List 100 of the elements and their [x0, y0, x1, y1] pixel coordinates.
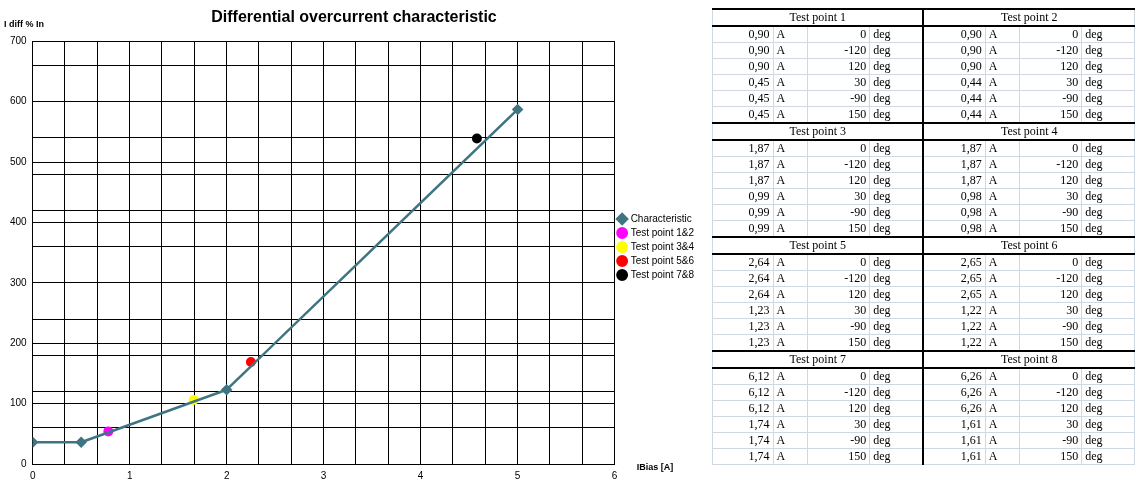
- text: -120: [807, 42, 870, 59]
- text: 0,99: [712, 204, 774, 221]
- text: -90: [1019, 90, 1082, 107]
- text: 30: [807, 302, 870, 319]
- text: 1,87: [923, 140, 986, 157]
- text: A: [985, 270, 1020, 287]
- text: deg: [869, 220, 924, 237]
- point: [471, 133, 482, 144]
- text: 30: [807, 74, 870, 91]
- text: deg: [1081, 106, 1135, 123]
- text: deg: [869, 74, 924, 91]
- text: deg: [1081, 140, 1135, 157]
- x-tick-label: 5: [514, 469, 521, 481]
- text: 0,98: [923, 204, 986, 221]
- y-tick-label: 100: [10, 397, 28, 409]
- text: Test point 5: [712, 237, 924, 254]
- text: A: [985, 318, 1020, 335]
- text: A: [773, 448, 807, 465]
- text: deg: [869, 286, 924, 303]
- x-tick-label: 2: [223, 469, 230, 481]
- text: 150: [807, 448, 870, 465]
- y-tick-label: 500: [10, 155, 28, 167]
- text: deg: [1081, 318, 1135, 335]
- text: A: [773, 26, 807, 43]
- text: deg: [1081, 448, 1135, 465]
- text: deg: [869, 416, 924, 433]
- text: deg: [1081, 220, 1135, 237]
- text: deg: [869, 448, 924, 465]
- text: 30: [807, 416, 870, 433]
- text: -90: [807, 432, 870, 449]
- text: A: [985, 416, 1020, 433]
- text: A: [773, 432, 807, 449]
- text: deg: [1081, 204, 1135, 221]
- text: 150: [807, 220, 870, 237]
- x-tick-label: 3: [320, 469, 327, 481]
- text: A: [773, 140, 807, 157]
- text: A: [773, 90, 807, 107]
- text: 1,22: [923, 302, 986, 319]
- text: 120: [1019, 400, 1082, 417]
- x-tick-label: 4: [417, 469, 424, 481]
- text: Test point 6: [923, 237, 1135, 254]
- text: deg: [869, 432, 924, 449]
- text: deg: [1081, 42, 1135, 59]
- text: deg: [1081, 270, 1135, 287]
- text: 1,87: [923, 172, 986, 189]
- text: A: [985, 42, 1020, 59]
- text: A: [773, 286, 807, 303]
- text: -90: [807, 90, 870, 107]
- text: 120: [807, 172, 870, 189]
- text: A: [773, 220, 807, 237]
- y-tick-label: 400: [10, 216, 28, 228]
- text: 0: [807, 26, 870, 43]
- text: 0,44: [923, 74, 986, 91]
- text: Test point 1: [712, 9, 924, 26]
- text: A: [985, 384, 1020, 401]
- text: 150: [807, 334, 870, 351]
- text: 6,12: [712, 384, 774, 401]
- text: A: [985, 58, 1020, 75]
- text: A: [985, 400, 1020, 417]
- text: deg: [869, 254, 924, 271]
- text: -120: [1019, 42, 1082, 59]
- text: -120: [807, 270, 870, 287]
- text: A: [773, 400, 807, 417]
- text: 0,90: [712, 58, 774, 75]
- text: 6,26: [923, 400, 986, 417]
- text: A: [985, 188, 1020, 205]
- text: A: [773, 416, 807, 433]
- text: 0,99: [712, 220, 774, 237]
- text: -120: [1019, 384, 1082, 401]
- text: deg: [1081, 254, 1135, 271]
- text: 30: [1019, 74, 1082, 91]
- text: -90: [807, 318, 870, 335]
- text: 120: [1019, 286, 1082, 303]
- text: 1,87: [712, 172, 774, 189]
- text: 0: [1019, 26, 1082, 43]
- legend-label: Characteristic: [630, 212, 692, 224]
- text: A: [985, 302, 1020, 319]
- text: A: [773, 318, 807, 335]
- text: 0,99: [712, 188, 774, 205]
- text: deg: [869, 368, 924, 385]
- text: 120: [807, 286, 870, 303]
- text: deg: [1081, 334, 1135, 351]
- text: 0,90: [712, 26, 774, 43]
- text: A: [773, 188, 807, 205]
- text: 2,65: [923, 286, 986, 303]
- text: 120: [807, 400, 870, 417]
- text: deg: [869, 42, 924, 59]
- text: A: [985, 106, 1020, 123]
- text: A: [985, 26, 1020, 43]
- text: 0,90: [923, 42, 986, 59]
- text: 6,12: [712, 400, 774, 417]
- legend-label: Test point 5&6: [630, 254, 695, 266]
- text: 0: [1019, 140, 1082, 157]
- point: [221, 384, 232, 395]
- text: deg: [869, 90, 924, 107]
- text: Test point 4: [923, 123, 1135, 140]
- text: A: [773, 270, 807, 287]
- text: 1,23: [712, 318, 774, 335]
- text: 150: [1019, 334, 1082, 351]
- text: 2,64: [712, 254, 774, 271]
